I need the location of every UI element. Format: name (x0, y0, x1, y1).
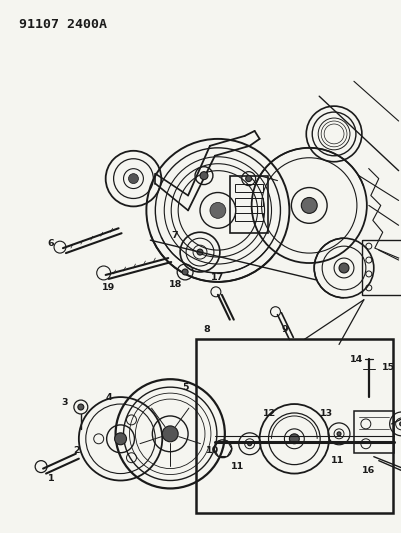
Circle shape (162, 426, 178, 442)
Circle shape (114, 433, 126, 445)
Text: 19: 19 (102, 284, 115, 293)
Text: 16: 16 (361, 466, 375, 475)
Text: 14: 14 (349, 355, 363, 364)
Circle shape (78, 404, 83, 410)
Text: 9: 9 (280, 325, 287, 334)
Text: 1: 1 (48, 474, 54, 483)
Text: 5: 5 (181, 383, 188, 392)
Text: 12: 12 (262, 409, 275, 418)
Text: 4: 4 (105, 393, 111, 401)
Circle shape (200, 172, 207, 180)
Text: 3: 3 (61, 398, 68, 407)
Bar (353, 411, 393, 453)
Circle shape (301, 198, 316, 213)
Text: 18: 18 (168, 280, 181, 289)
Text: 6: 6 (48, 239, 54, 248)
Bar (229, 176, 267, 233)
Text: 8: 8 (203, 325, 210, 334)
Circle shape (399, 422, 401, 426)
Bar (361, 240, 401, 295)
Bar (234, 213, 262, 221)
Circle shape (196, 249, 203, 255)
Text: 7: 7 (172, 231, 178, 240)
Bar (234, 183, 262, 191)
Circle shape (289, 434, 299, 444)
Circle shape (336, 432, 340, 436)
Circle shape (209, 203, 225, 219)
Bar (196, 340, 392, 513)
Text: 15: 15 (381, 363, 394, 372)
Circle shape (245, 176, 251, 182)
Text: 11: 11 (231, 462, 244, 471)
Text: 11: 11 (330, 456, 343, 465)
Text: 17: 17 (211, 273, 224, 282)
Circle shape (247, 442, 251, 446)
Text: 13: 13 (319, 409, 332, 418)
Text: 2: 2 (73, 446, 80, 455)
Circle shape (182, 269, 188, 275)
Text: 91107 2400A: 91107 2400A (19, 18, 107, 31)
Bar (234, 198, 262, 206)
Circle shape (338, 263, 348, 273)
Text: 10: 10 (206, 446, 219, 455)
Circle shape (128, 174, 138, 183)
